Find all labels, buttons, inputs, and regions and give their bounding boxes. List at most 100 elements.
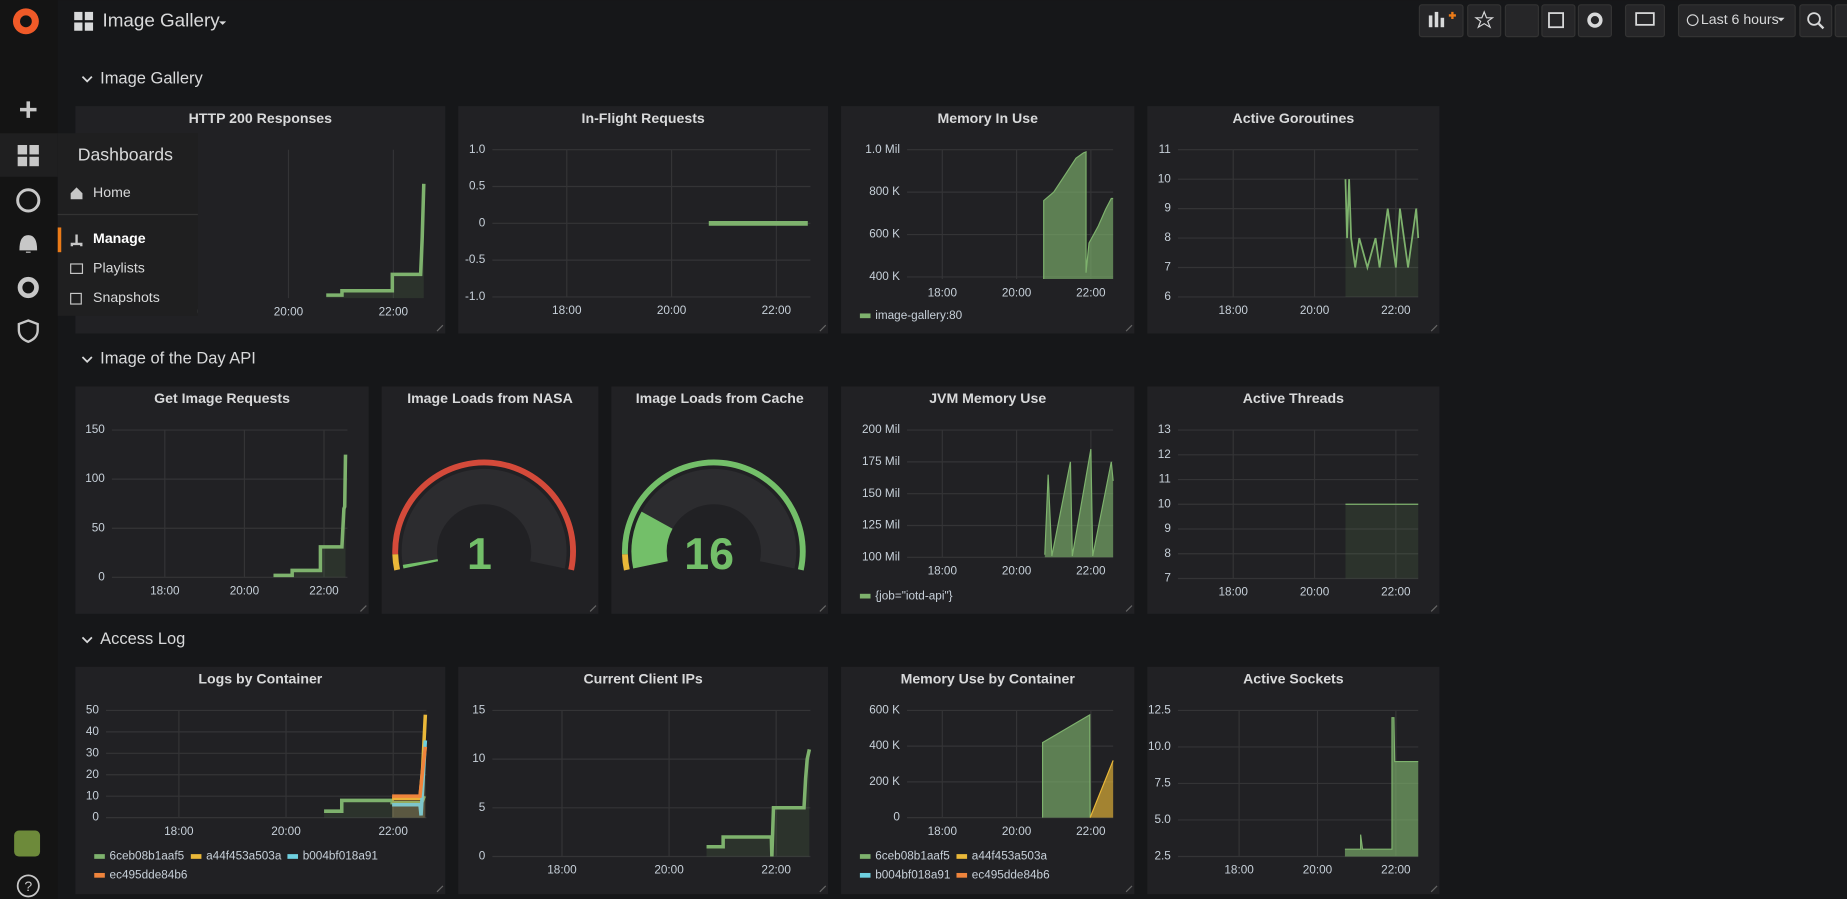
alerting-icon[interactable] xyxy=(19,235,38,253)
legend-label: ec495dde84b6 xyxy=(972,868,1050,881)
x-tick-label: 18:00 xyxy=(164,825,194,838)
panel: Image Loads from NASA 1 xyxy=(381,386,599,614)
help-icon[interactable] xyxy=(16,874,40,898)
share-button[interactable] xyxy=(1504,4,1539,38)
legend-label: b004bf018a91 xyxy=(875,868,950,881)
x-tick-label: 20:00 xyxy=(1002,565,1032,578)
menu-item[interactable]: Manage xyxy=(93,230,146,246)
x-tick-label: 18:00 xyxy=(1219,586,1249,599)
y-tick-label: 5 xyxy=(479,801,486,814)
y-tick-label: 0 xyxy=(893,811,900,824)
logo-center xyxy=(20,15,32,28)
admin-icon[interactable] xyxy=(17,319,39,343)
y-tick-label: 50 xyxy=(92,521,106,534)
panel: Active Threads 13 12 11 10 9 8 7 18:00 20:00 22:00 xyxy=(1147,386,1440,614)
resize-handle xyxy=(1125,605,1133,612)
series-area xyxy=(1344,717,1419,857)
legend-label: 6ceb08b1aaf5 xyxy=(110,850,185,863)
legend-label: image-gallery:80 xyxy=(875,309,962,322)
time-picker[interactable] xyxy=(1677,4,1796,38)
panel-title: In-Flight Requests xyxy=(582,110,705,126)
zoom-button[interactable] xyxy=(1799,4,1833,38)
y-tick-label: 10 xyxy=(1158,497,1172,510)
x-tick-label: 20:00 xyxy=(271,825,301,838)
panel: Active Goroutines 11 10 9 8 7 6 18:00 20:00 22:00 xyxy=(1147,106,1440,334)
series-line xyxy=(1344,717,1419,850)
panel: Current Client IPs 15 10 5 0 18:00 20:00 22:00 xyxy=(458,666,829,895)
legend-label: 6ceb08b1aaf5 xyxy=(875,850,950,863)
row-chevron xyxy=(81,356,93,363)
y-tick-label: 7 xyxy=(1164,261,1171,274)
x-tick-label: 20:00 xyxy=(1303,864,1333,877)
y-tick-label: 5.0 xyxy=(1155,813,1172,826)
menu-item[interactable]: Snapshots xyxy=(93,289,160,305)
time-range[interactable]: Last 6 hours xyxy=(1701,11,1779,27)
x-tick-label: 20:00 xyxy=(657,304,687,317)
y-tick-label: 9 xyxy=(1164,202,1171,215)
x-tick-label: 18:00 xyxy=(928,565,958,578)
panel-title: Image Loads from Cache xyxy=(636,390,804,406)
y-tick-label: 12 xyxy=(1158,448,1171,461)
row-title: Access Log xyxy=(100,630,185,648)
avatar[interactable] xyxy=(14,830,41,857)
tv-button[interactable] xyxy=(1624,4,1666,38)
y-tick-label: 0 xyxy=(98,570,105,583)
y-tick-label: 10 xyxy=(472,752,486,765)
panel: Image Loads from Cache 16 xyxy=(611,386,829,614)
help-label[interactable]: ? xyxy=(24,878,32,894)
snapshots-icon xyxy=(70,292,82,305)
x-tick-label: 22:00 xyxy=(761,864,791,877)
dashboards-menu: Dashboards Home Manage Playlists Snapsho… xyxy=(57,133,198,316)
toolbar xyxy=(1418,4,1847,38)
resize-handle xyxy=(436,324,444,332)
legend-label: b004bf018a91 xyxy=(303,850,378,863)
y-tick-label: 10 xyxy=(86,789,100,802)
refresh-button[interactable] xyxy=(1834,4,1847,38)
menu-title[interactable]: Dashboards xyxy=(78,144,173,164)
y-tick-label: 40 xyxy=(86,725,100,738)
x-tick-label: 18:00 xyxy=(1224,864,1254,877)
menu-bg xyxy=(57,133,198,316)
y-tick-label: -0.5 xyxy=(465,253,486,266)
panel-title: Image Loads from NASA xyxy=(407,390,573,406)
x-tick-label: 20:00 xyxy=(654,864,684,877)
panel-title: Current Client IPs xyxy=(583,671,702,687)
y-tick-label: 800 K xyxy=(869,185,900,198)
panel-bg xyxy=(458,106,829,334)
panel-bg xyxy=(1147,106,1440,334)
dashboards-icon[interactable] xyxy=(17,145,39,167)
menu-item[interactable]: Home xyxy=(93,184,131,200)
resize-handle xyxy=(1430,324,1438,332)
sidebar: ? xyxy=(0,0,58,899)
y-tick-label: 6 xyxy=(1164,290,1171,303)
x-tick-label: 18:00 xyxy=(928,286,958,299)
x-tick-label: 22:00 xyxy=(762,304,792,317)
save-button[interactable] xyxy=(1541,4,1576,38)
legend-label: {job="iotd-api"} xyxy=(875,589,952,602)
explore-icon[interactable] xyxy=(16,188,41,213)
create-icon[interactable] xyxy=(20,101,37,118)
y-tick-label: 0.5 xyxy=(469,180,486,193)
settings-button[interactable] xyxy=(1577,4,1613,38)
config-icon[interactable] xyxy=(17,276,39,299)
dashboard-title[interactable]: Image Gallery xyxy=(102,9,220,30)
y-tick-label: 13 xyxy=(1158,423,1172,436)
y-tick-label: 400 K xyxy=(869,270,900,283)
series-line xyxy=(392,746,428,798)
resize-handle xyxy=(819,605,827,612)
menu-item[interactable]: Playlists xyxy=(93,259,145,275)
x-tick-label: 18:00 xyxy=(547,864,577,877)
y-tick-label: 150 Mil xyxy=(862,487,900,500)
legend-label: ec495dde84b6 xyxy=(110,868,188,881)
toolbar-icons xyxy=(1428,10,1825,30)
panel-title: Get Image Requests xyxy=(154,390,290,406)
row-title: Image Gallery xyxy=(100,69,203,87)
series-area xyxy=(273,454,346,578)
x-tick-label: 22:00 xyxy=(378,825,408,838)
y-tick-label: 11 xyxy=(1159,473,1171,486)
star-button[interactable] xyxy=(1467,4,1502,38)
panel-title: Active Threads xyxy=(1243,390,1344,406)
x-tick-label: 18:00 xyxy=(1219,304,1249,317)
